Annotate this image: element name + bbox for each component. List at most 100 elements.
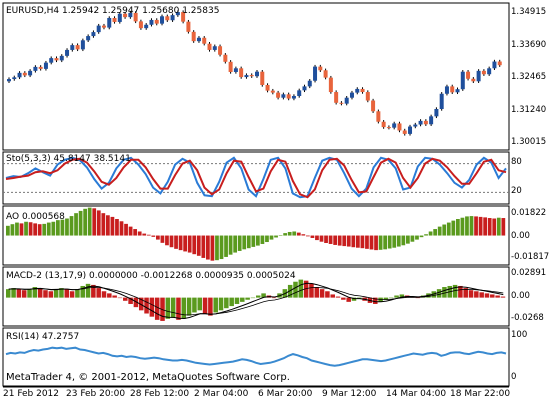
ao-bar [201,235,206,258]
price-label: 1.33690 [511,40,547,50]
ao-bar [401,235,406,246]
bull-candle [307,80,312,87]
macd-bar [149,297,155,317]
ao-header: AO 0.000568 [6,212,65,222]
bull-candle [255,71,259,77]
ao-bar [415,235,419,240]
ao-bar [183,235,188,252]
bull-candle [408,126,413,134]
bull-candle [12,77,17,80]
ao-bar [101,213,106,236]
ao-bar [160,235,165,243]
macd-bar [128,297,133,304]
bear-candle [423,120,428,125]
ao-bar [306,235,310,237]
ao-bar [78,210,83,236]
time-label: 9 Mar 12:00 [322,389,377,399]
ao-bar [196,235,201,256]
bull-candle [476,70,481,82]
macd-bar [234,297,240,304]
price-candles [7,10,502,136]
rsi-header: RSI(14) 47.2757 [6,332,80,342]
ao-bar [260,235,265,244]
macd-bar [351,297,357,301]
ao-bar [151,235,156,237]
ao-bar [333,235,338,245]
bear-candle [276,92,281,98]
bear-candle [207,43,212,50]
bear-candle [265,84,270,91]
ao-bar [92,208,97,236]
price-label: 1.34915 [511,7,547,17]
ao-bar [328,235,333,244]
bear-candle [54,58,59,61]
ao-bar [424,234,428,236]
ao-bar [474,216,478,236]
macd-bar [458,285,463,298]
ao-bar [356,235,360,248]
macd-bar [6,289,11,298]
ao-bar [324,235,328,243]
ao-bar [56,220,60,236]
ao-bar [287,231,292,236]
ao-bar [187,235,192,253]
bear-candle [260,71,265,85]
macd-bar [415,297,421,299]
ao-bar [124,223,128,236]
ao-bar [478,216,483,236]
ao-bar [442,224,447,236]
bull-candle [281,94,286,98]
macd-bar [383,297,389,300]
bull-candle [117,13,122,22]
macd-bar [16,289,22,298]
macd-bar [170,297,176,318]
bull-candle [233,68,238,72]
ao-bar [496,217,501,236]
bear-candle [133,12,138,22]
bull-candle [439,93,444,110]
macd-bar [436,289,442,298]
bear-candle [181,12,186,22]
symbol-header: EURUSD,H4 1.25942 1.25947 1.25680 1.2583… [6,6,220,16]
macd-bar [325,291,330,298]
macd-bar [117,297,123,299]
macd-bar [112,295,117,298]
stochastic-level-20: 20 [511,186,522,196]
macd-bar [208,297,213,316]
macd-bar [80,285,85,298]
bull-candle [444,86,449,94]
macd-bar [144,297,149,314]
ao-bar [460,217,465,236]
ao-bar [37,224,42,236]
ao-bar [96,210,101,236]
macd-bar [479,292,484,298]
bear-candle [450,86,455,93]
ao-bar [465,216,469,236]
ao-bar [237,235,242,251]
ao-bar [301,234,306,236]
bear-candle [471,78,476,82]
ao-bar [346,235,351,247]
rsi-label: 100 [511,330,528,340]
ao-bar [233,235,238,253]
ao-bar [142,233,147,236]
bull-candle [413,124,418,127]
ao-bar [19,223,24,236]
ao-bar [406,235,410,244]
bull-candle [418,120,423,125]
macd-bar [48,291,54,298]
macd-bar [229,297,234,307]
ao-bar [74,213,78,236]
bull-candle [434,109,439,117]
macd-bar [490,294,495,298]
bull-candle [96,25,101,33]
macd-bar [53,289,59,298]
bear-candle [328,77,333,93]
stochastic-signal-line [5,157,507,199]
time-label: 2 Mar 04:00 [194,389,249,399]
ao-bar [369,235,374,250]
ao-bar [315,235,319,241]
ao-bar [83,208,88,236]
macd-bar [452,284,458,298]
